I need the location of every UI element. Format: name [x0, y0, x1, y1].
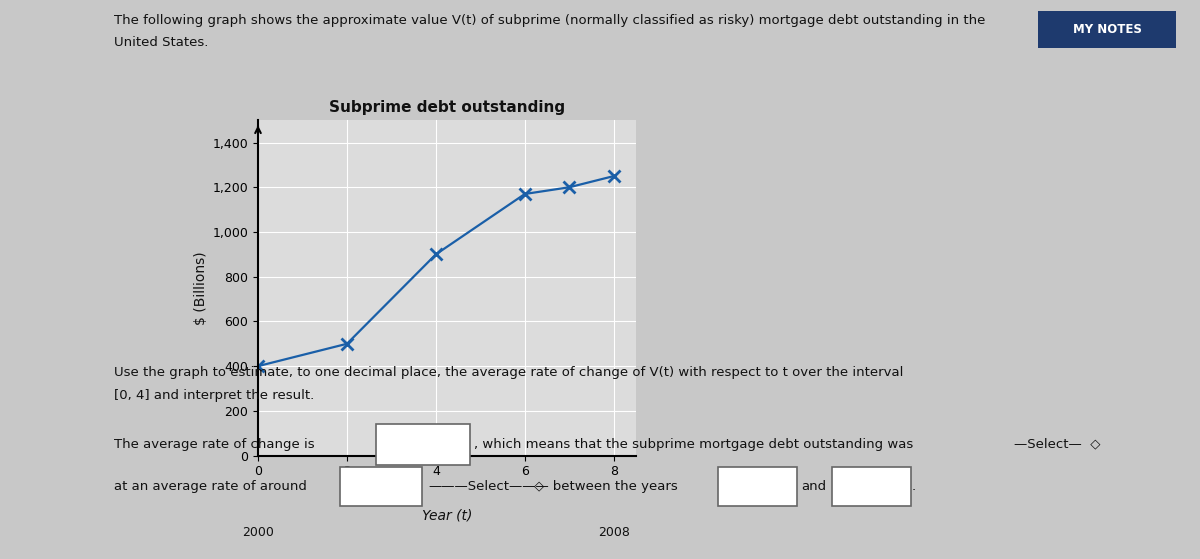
- Y-axis label: $ (Billions): $ (Billions): [194, 251, 209, 325]
- Text: ◇  between the years: ◇ between the years: [534, 480, 678, 493]
- Text: —Select—  ◇: —Select— ◇: [1014, 438, 1100, 451]
- Text: [0, 4] and interpret the result.: [0, 4] and interpret the result.: [114, 389, 314, 401]
- Text: ———Select———: ———Select———: [428, 480, 550, 493]
- Text: at an average rate of around: at an average rate of around: [114, 480, 307, 493]
- Text: , which means that the subprime mortgage debt outstanding was: , which means that the subprime mortgage…: [474, 438, 913, 451]
- Title: Subprime debt outstanding: Subprime debt outstanding: [329, 100, 565, 115]
- Text: The average rate of change is: The average rate of change is: [114, 438, 314, 451]
- Text: United States.: United States.: [114, 36, 209, 49]
- Text: 2008: 2008: [598, 526, 630, 539]
- Text: MY NOTES: MY NOTES: [1073, 23, 1141, 36]
- Text: 2000: 2000: [242, 526, 274, 539]
- Text: The following graph shows the approximate value V(t) of subprime (normally class: The following graph shows the approximat…: [114, 14, 985, 27]
- Text: and: and: [802, 480, 827, 493]
- Text: .: .: [912, 480, 916, 493]
- Text: Use the graph to estimate, to one decimal place, the average rate of change of V: Use the graph to estimate, to one decima…: [114, 366, 904, 379]
- X-axis label: Year (t): Year (t): [422, 509, 472, 523]
